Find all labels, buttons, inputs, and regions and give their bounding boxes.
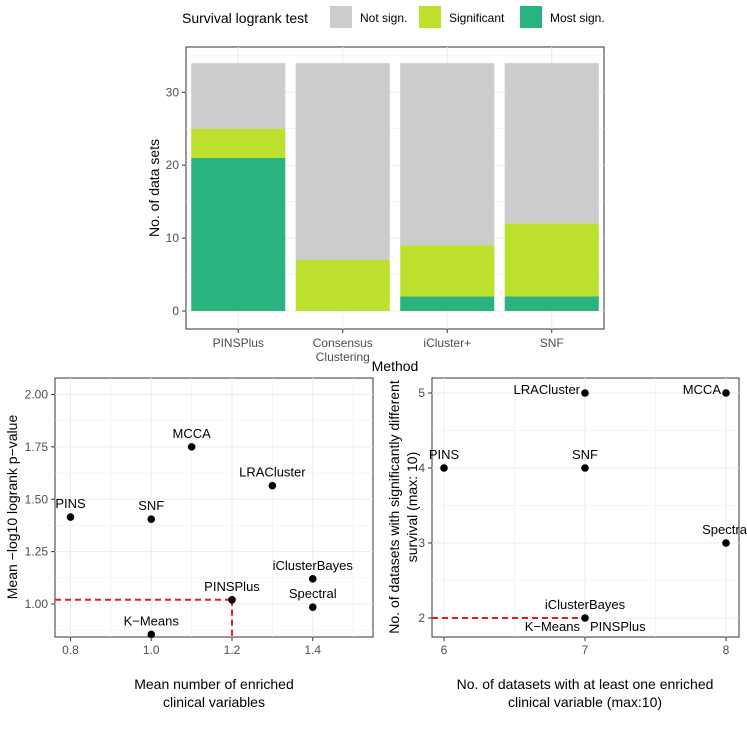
data-point [308,575,317,583]
y-tick-label: 1.75 [25,440,49,454]
bar-segment-significant [400,245,495,297]
x-tick-label: 0.8 [62,643,79,657]
data-point [308,603,317,611]
legend-key [330,6,352,28]
x-tick-label: 7 [582,643,589,657]
bar-segment-not-sign- [504,63,599,224]
y-tick-label: 1.00 [25,597,49,611]
point-label: PINS [429,447,460,462]
y-tick-label: 1.25 [25,545,49,559]
point-label: PINSPlus [204,579,260,594]
stacked-bar-chart: 0 10 20 30 PINSPlus Consensus Clustering iClus… [146,46,605,374]
legend-label: Significant [449,11,505,25]
data-point [187,443,196,451]
bar-segment-not-sign- [400,63,495,246]
point-label: iClusterBayes [545,597,626,612]
data-point [722,539,730,547]
y-tick-label: 0 [172,304,179,318]
bar-segment-most-sign- [191,157,286,311]
y-tick-label: 5 [418,386,425,400]
data-point [581,389,589,397]
y-tick-label: 30 [166,85,180,99]
scatter-chart-left: MCCA LRACluster PINS SNF iClusterBayes PINSPl… [4,377,374,710]
bar-segment-significant [504,223,599,297]
x-axis-title: No. of datasets with at least one enrich… [457,676,714,710]
data-point [581,464,589,472]
x-tick-label: PINSPlus [213,336,264,350]
data-point [147,515,156,523]
data-point [268,481,277,490]
legend-key [419,6,441,28]
bar-segment-most-sign- [504,296,599,311]
x-tick-label: 6 [441,643,448,657]
data-point [581,614,589,622]
panel-border [54,377,374,638]
data-point [147,630,156,639]
bar-segment-significant [295,259,390,311]
point-label: PINSPlus [590,619,646,634]
x-tick-label: iCluster+ [423,336,471,350]
point-label: LRACluster [514,382,581,397]
legend-key [520,6,542,28]
point-label: SNF [572,447,598,462]
data-point [440,464,448,472]
bar-segment-significant [191,128,286,158]
x-tick-label: 1.0 [143,643,160,657]
x-tick-label: SNF [540,336,564,350]
point-label: Spectral [702,522,747,537]
legend: Survival logrank test Not sign. Significa… [182,6,605,28]
point-label: K−Means [124,613,180,628]
y-tick-label: 20 [166,158,180,172]
y-tick-label: 2.00 [25,388,49,402]
point-label: K−Means [525,619,581,634]
y-axis-title: No. of data sets [146,139,162,237]
x-tick-label: 1.2 [224,643,241,657]
scatter-chart-right: LRACluster MCCA PINS SNF Spectral iClusterBay… [386,377,747,710]
y-tick-label: 4 [418,461,425,475]
data-point [228,596,236,604]
x-tick-label: 1.4 [304,643,321,657]
point-label: SNF [138,498,164,513]
legend-title: Survival logrank test [182,10,308,26]
x-tick-label: Consensus Clustering [313,336,373,364]
bar-segment-not-sign- [295,63,390,260]
bar-segment-most-sign- [400,296,495,311]
point-label: MCCA [683,382,722,397]
y-tick-label: 3 [418,536,425,550]
legend-label: Not sign. [360,11,407,25]
legend-label: Most sign. [550,11,605,25]
y-axis-title: Mean −log10 logrank p−value [4,415,20,600]
x-axis-title: Mean number of enriched clinical variable… [134,676,294,710]
point-label: MCCA [172,426,211,441]
y-tick-label: 10 [166,231,180,245]
point-label: PINS [55,496,86,511]
y-tick-label: 1.50 [25,492,49,506]
x-axis-title: Method [372,358,419,374]
point-label: LRACluster [239,465,306,480]
bar-segment-not-sign- [191,63,286,129]
y-tick-label: 2 [418,611,425,625]
x-tick-label: 8 [723,643,730,657]
point-label: iClusterBayes [273,558,354,573]
y-axis-title: No. of datasets with significantly diffe… [386,380,420,634]
data-point [66,513,75,521]
data-point [722,389,730,397]
point-label: Spectral [289,586,337,601]
